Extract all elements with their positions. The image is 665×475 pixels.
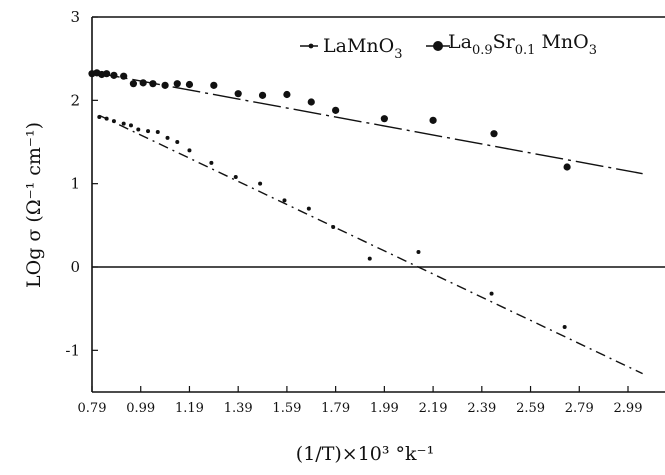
point-lamno3 (416, 250, 421, 255)
x-tick-label: 1.39 (224, 401, 253, 416)
point-lasrmno3 (129, 80, 138, 88)
y-ticks: 3 2 1 0 -1 (65, 8, 98, 359)
point-lamno3 (97, 115, 102, 120)
point-lasrmno3 (429, 116, 437, 124)
point-lamno3 (175, 140, 180, 145)
point-lasrmno3 (120, 72, 128, 80)
point-lasrmno3 (234, 90, 242, 98)
point-lasrmno3 (380, 115, 388, 123)
y-tick-label: 0 (70, 258, 80, 276)
point-lamno3 (562, 324, 567, 329)
point-lasrmno3 (490, 130, 498, 138)
y-tick-label: 1 (70, 175, 80, 193)
legend-label-lasrmno3: La0.9Sr0.1 MnO3 (448, 31, 597, 58)
point-lasrmno3 (563, 163, 571, 171)
y-axis-title: LOg σ (Ω⁻¹ cm⁻¹) (23, 122, 45, 288)
point-lamno3 (136, 127, 141, 132)
point-lasrmno3 (307, 98, 315, 106)
point-lasrmno3 (149, 80, 157, 88)
legend: LaMnO3 La0.9Sr0.1 MnO3 (300, 31, 597, 62)
point-lamno3 (104, 116, 109, 121)
x-tick-label: 1.79 (321, 401, 350, 416)
x-tick-label: 1.19 (175, 401, 204, 416)
point-lasrmno3 (139, 79, 147, 87)
point-lamno3 (146, 129, 151, 134)
point-lamno3 (306, 206, 311, 211)
point-lamno3 (187, 148, 192, 153)
point-lamno3 (155, 130, 160, 135)
point-lasrmno3 (210, 81, 218, 89)
y-tick-label: -1 (65, 341, 80, 359)
fit-lines (91, 71, 643, 375)
x-tick-label: 2.19 (419, 401, 448, 416)
axes (91, 16, 665, 393)
point-lasrmno3 (332, 106, 340, 114)
point-lasrmno3 (103, 70, 111, 78)
x-ticks: 0.79 0.99 1.19 1.39 1.59 1.79 1.99 2.19 2.39 2.59… (78, 386, 643, 416)
point-lamno3 (209, 160, 214, 165)
point-lasrmno3 (110, 71, 118, 79)
x-tick-label: 1.99 (370, 401, 399, 416)
point-lamno3 (331, 225, 336, 230)
x-tick-label: 0.99 (126, 401, 155, 416)
fit-line-lasrmno3 (91, 71, 643, 175)
legend-marker-lamno3 (308, 43, 314, 49)
x-tick-label: 2.99 (614, 401, 643, 416)
point-lamno3 (128, 123, 133, 128)
point-lamno3 (367, 256, 372, 261)
point-lasrmno3 (258, 91, 267, 99)
data-points (88, 69, 571, 329)
point-lamno3 (489, 291, 494, 296)
point-lasrmno3 (173, 80, 181, 88)
point-lamno3 (111, 119, 116, 124)
x-tick-label: 1.59 (272, 401, 301, 416)
point-lasrmno3 (161, 81, 169, 89)
y-tick-label: 3 (70, 8, 80, 26)
fit-line-lamno3 (99, 114, 643, 375)
x-tick-label: 2.59 (516, 401, 545, 416)
legend-label-lamno3: LaMnO3 (323, 35, 403, 62)
x-tick-label: 2.39 (467, 401, 496, 416)
x-tick-label: 0.79 (78, 401, 107, 416)
point-lamno3 (233, 175, 238, 180)
point-lasrmno3 (283, 90, 291, 99)
point-lasrmno3 (185, 80, 194, 89)
point-lamno3 (165, 135, 170, 140)
point-lamno3 (282, 198, 287, 203)
y-tick-label: 2 (70, 91, 80, 109)
point-lamno3 (258, 181, 263, 186)
x-tick-label: 2.79 (565, 401, 594, 416)
legend-marker-lasrmno3 (433, 41, 443, 51)
point-lamno3 (121, 121, 126, 126)
x-axis-title: (1/T)×10³ °k⁻¹ (296, 443, 434, 465)
